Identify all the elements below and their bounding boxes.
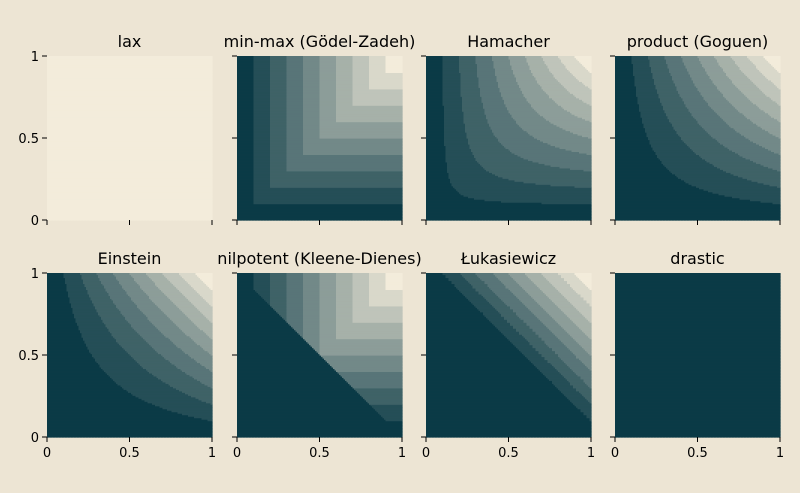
heatmap-cells-lax: [47, 56, 213, 221]
